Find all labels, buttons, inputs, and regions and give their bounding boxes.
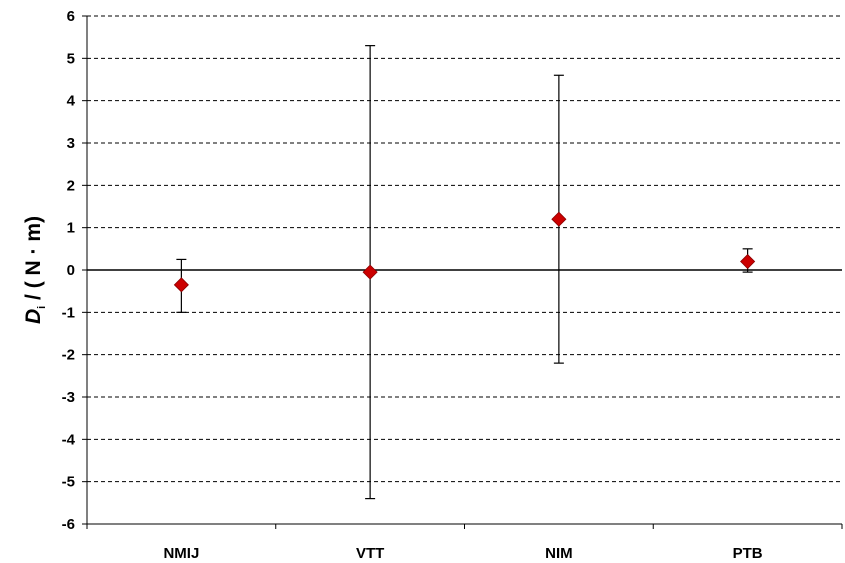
y-tick-label: -5	[62, 474, 75, 491]
y-tick-label: 4	[67, 93, 76, 110]
y-axis-label-rest: / ( N · m)	[22, 216, 45, 306]
y-tick-label: 6	[67, 8, 75, 25]
y-tick-label: 0	[67, 262, 75, 279]
y-tick-label: -3	[62, 389, 75, 406]
x-category-label: VTT	[356, 545, 384, 562]
y-tick-label: 5	[67, 50, 75, 67]
y-tick-label: -2	[62, 347, 75, 364]
y-axis-label: Di / ( N · m)	[22, 216, 48, 324]
y-tick-label: -6	[62, 516, 75, 533]
data-point-marker	[740, 253, 756, 270]
y-tick-label: 1	[67, 220, 75, 237]
data-point-marker	[173, 277, 189, 293]
x-category-label: NMIJ	[163, 545, 199, 562]
data-markers	[173, 211, 756, 293]
y-tick-label: 3	[67, 135, 75, 152]
x-category-label: PTB	[733, 545, 763, 562]
y-tick-label: -4	[62, 431, 76, 448]
axes	[82, 15, 843, 529]
x-category-label: NIM	[545, 545, 573, 562]
y-axis-label-main: D	[22, 309, 45, 324]
y-tick-labels: 6 5 4 3 2 1 0 -1 -2 -3 -4 -5 -6	[62, 8, 76, 533]
y-tick-label: -1	[62, 304, 75, 321]
category-labels: NMIJ VTT NIM PTB	[163, 545, 762, 562]
y-tick-label: 2	[67, 177, 75, 194]
y-axis-label-subscript: i	[36, 306, 48, 309]
data-point-marker	[362, 264, 378, 280]
error-bars	[176, 45, 753, 500]
data-point-marker	[551, 211, 567, 227]
